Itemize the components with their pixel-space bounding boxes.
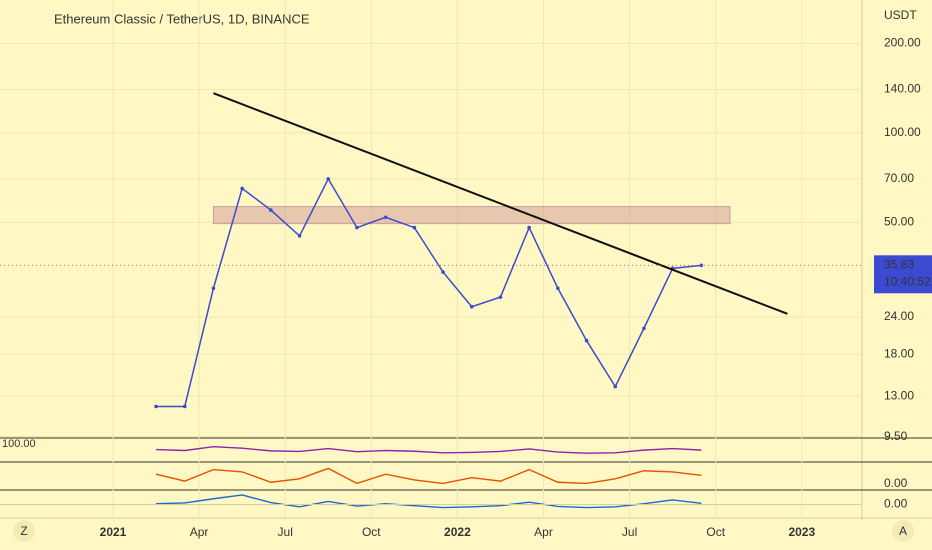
price-point xyxy=(383,215,388,220)
y-tick-label: 50.00 xyxy=(884,214,914,228)
price-point xyxy=(211,286,216,291)
price-point xyxy=(355,225,359,230)
x-tick-label: Jul xyxy=(278,525,293,539)
last-price-label: 35.83 xyxy=(884,257,914,271)
last-price-badge xyxy=(874,255,932,294)
price-point xyxy=(613,384,618,389)
price-point xyxy=(556,286,560,291)
x-tick-label: Jul xyxy=(622,525,637,539)
price-point xyxy=(642,326,646,331)
countdown-label: 10:40:52 xyxy=(884,274,931,288)
y-tick-label: 200.00 xyxy=(884,36,921,50)
stoch-line xyxy=(155,467,702,485)
price-point xyxy=(154,404,158,409)
macd-line xyxy=(156,494,702,509)
stoch-label: 0.00 xyxy=(884,476,908,490)
x-tick-label: Apr xyxy=(190,525,209,539)
log-button-label[interactable]: Z xyxy=(20,524,27,538)
price-point xyxy=(412,225,417,230)
y-tick-label: 100.00 xyxy=(884,125,921,139)
x-tick-label: Oct xyxy=(362,525,381,539)
price-line xyxy=(156,177,702,408)
rsi-line xyxy=(156,445,702,454)
price-point xyxy=(441,270,445,274)
y-tick-label: 24.00 xyxy=(884,309,914,323)
x-tick-label: Oct xyxy=(706,525,725,539)
rsi-label: 100.00 xyxy=(2,438,36,450)
y-tick-label: 70.00 xyxy=(884,171,914,185)
resistance-zone xyxy=(212,206,731,225)
price-point xyxy=(699,263,704,268)
price-point xyxy=(297,234,302,238)
y-tick-label: 13.00 xyxy=(884,388,914,402)
price-point xyxy=(240,186,244,191)
y-tick-label: 9.50 xyxy=(884,429,908,443)
price-point xyxy=(326,177,331,181)
x-tick-label: 2021 xyxy=(100,525,127,539)
price-point xyxy=(469,304,474,309)
y-tick-label: 18.00 xyxy=(884,346,914,360)
x-tick-label: Apr xyxy=(534,525,553,539)
chart-title: Ethereum Classic / TetherUS, 1D, BINANCE xyxy=(54,11,310,26)
x-tick-label: 2022 xyxy=(444,525,471,539)
log-button[interactable] xyxy=(13,520,35,542)
auto-button[interactable] xyxy=(892,520,914,542)
price-point xyxy=(269,208,273,212)
price-point xyxy=(182,404,187,409)
price-point xyxy=(527,225,531,230)
trendline xyxy=(213,92,788,315)
macd-label: 0.00 xyxy=(884,497,908,511)
currency-label: USDT xyxy=(884,8,917,22)
price-point xyxy=(498,295,503,299)
auto-button-label[interactable]: A xyxy=(899,524,907,538)
x-tick-label: 2023 xyxy=(788,525,815,539)
y-tick-label: 140.00 xyxy=(884,82,921,96)
price-point xyxy=(584,338,589,343)
